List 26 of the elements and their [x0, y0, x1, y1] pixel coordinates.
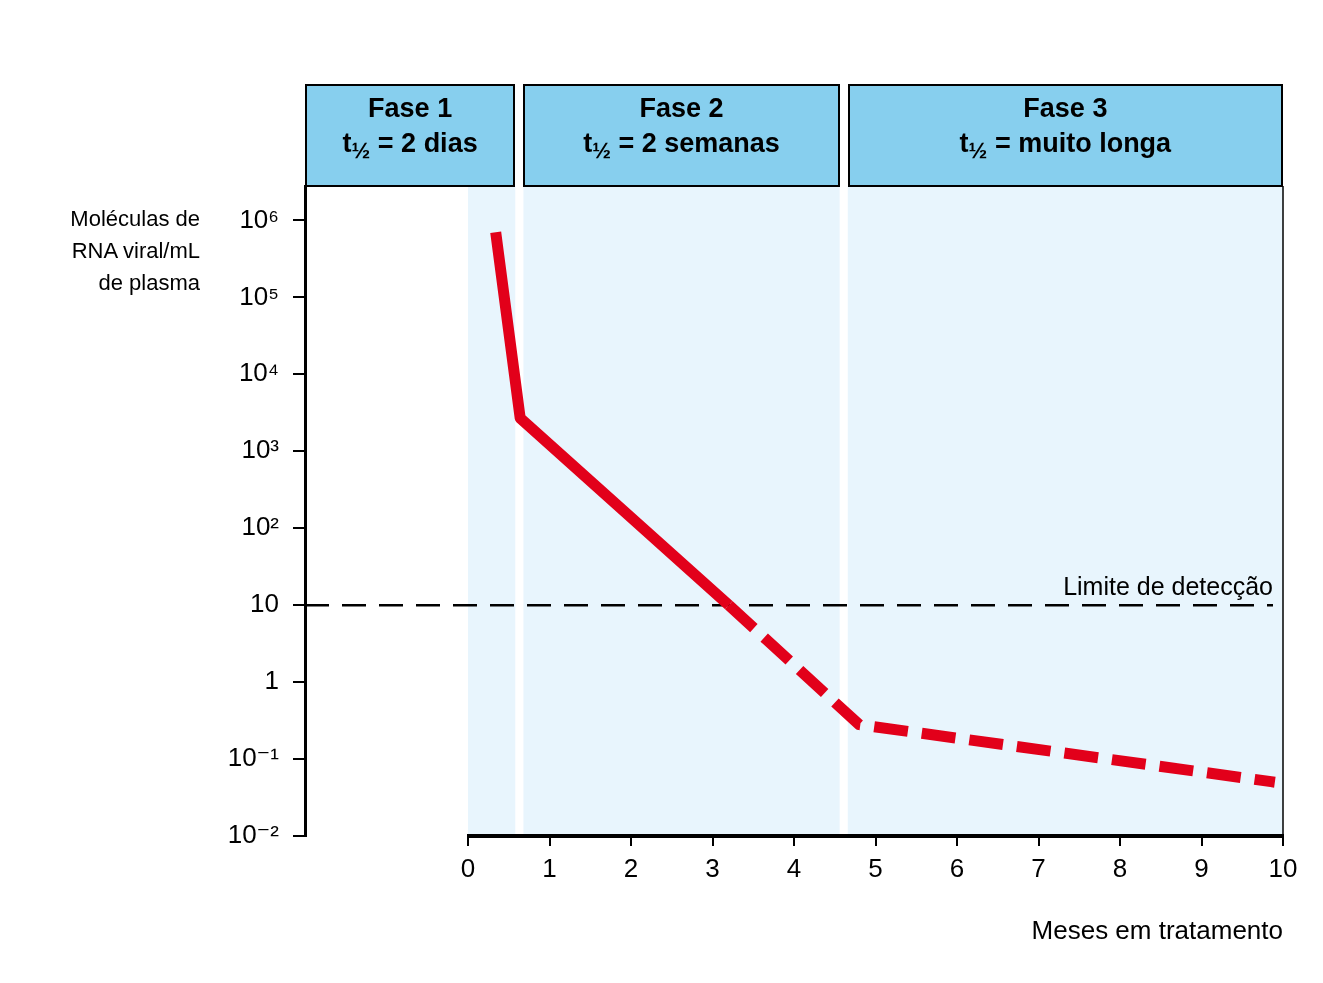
x-tick-label: 10 [1268, 852, 1298, 883]
x-tick-label: 9 [1194, 852, 1209, 883]
ref-line-label: Limite de detecção [1063, 572, 1273, 601]
y-tick-label: 10⁻¹ [227, 742, 280, 773]
x-tick-label: 1 [542, 852, 557, 883]
y-tick-label: 1 [264, 665, 279, 696]
x-tick-label: 2 [623, 852, 639, 883]
y-tick-label: 10⁴ [238, 357, 279, 388]
y-tick-label: 10⁵ [239, 280, 279, 311]
x-tick-label: 5 [868, 852, 883, 883]
x-tick-label: 8 [1112, 852, 1128, 883]
x-tick-label: 4 [786, 852, 802, 883]
y-tick-label: 10⁶ [239, 203, 279, 234]
x-axis-title: Meses em tratamento [1031, 914, 1283, 945]
y-tick-label: 10 [250, 588, 279, 619]
text: Fase 2 t$_{½}$ = 2 semanas [583, 92, 780, 164]
band-label: Fase 1 t$_{½}$ = 2 dias [342, 91, 478, 166]
y-axis-title: Moléculas de RNA viral/mL de plasma [70, 205, 200, 297]
text: Fase 3 t$_{½}$ = muito longa [959, 92, 1172, 164]
x-tick-label: 7 [1031, 852, 1046, 883]
x-tick-label: 3 [705, 852, 720, 883]
x-tick-label: 0 [460, 852, 476, 883]
y-tick-label: 10⁻² [227, 819, 280, 850]
y-tick-label: 10³ [241, 434, 280, 465]
y-tick-label: 10² [241, 511, 280, 542]
x-tick-label: 6 [949, 852, 965, 883]
